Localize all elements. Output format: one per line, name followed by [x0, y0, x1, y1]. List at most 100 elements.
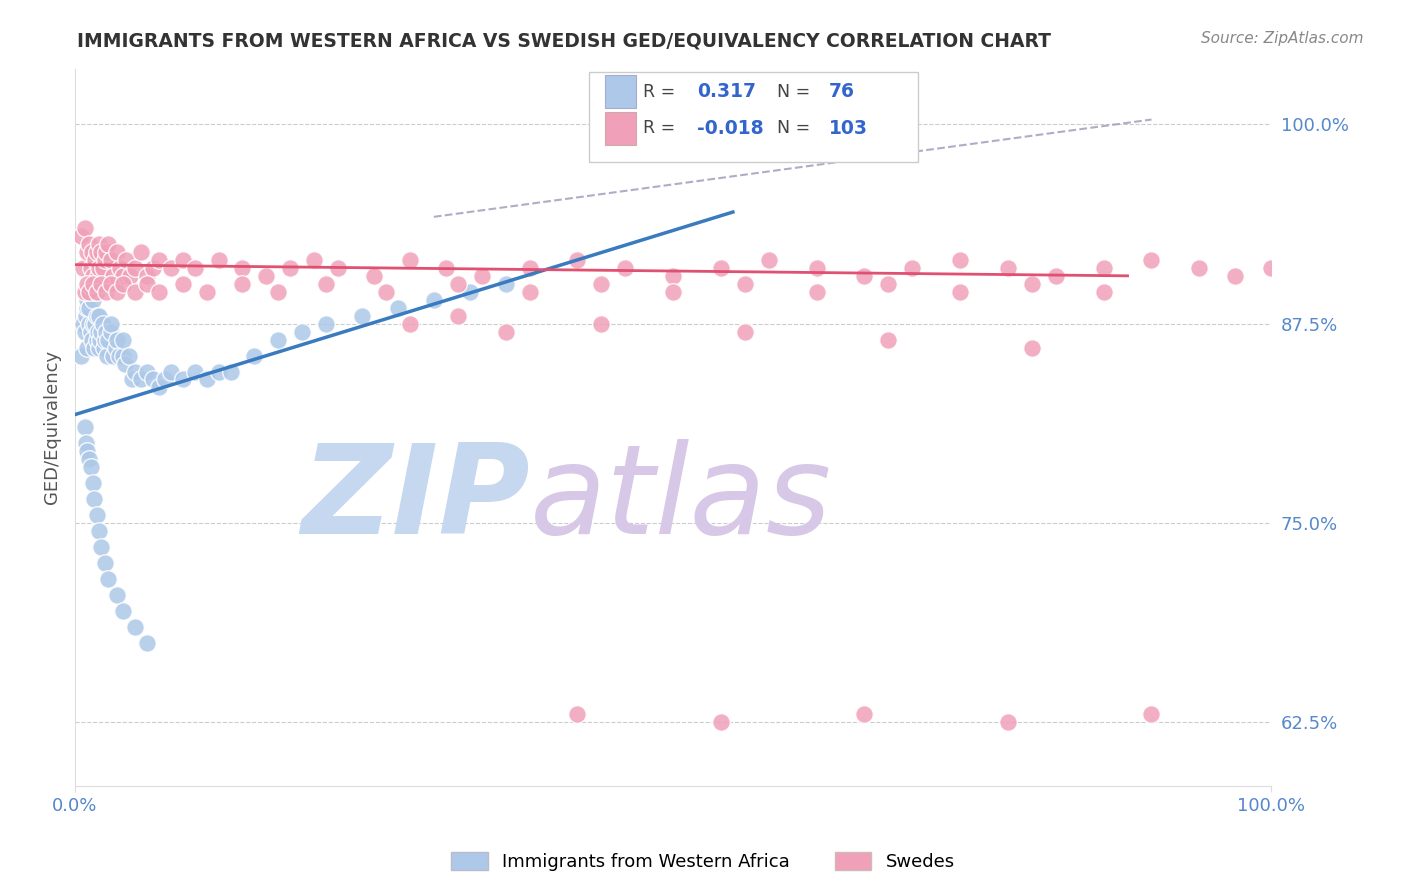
Point	[172, 372, 194, 386]
Point	[86, 285, 108, 299]
Text: 76: 76	[828, 82, 855, 102]
Point	[111, 277, 134, 291]
Point	[75, 436, 97, 450]
Point	[73, 285, 96, 299]
Point	[758, 252, 780, 267]
Point	[363, 268, 385, 283]
Point	[72, 317, 94, 331]
Point	[82, 317, 104, 331]
Point	[100, 325, 122, 339]
Point	[90, 325, 112, 339]
Point	[114, 357, 136, 371]
Point	[458, 285, 481, 299]
Text: IMMIGRANTS FROM WESTERN AFRICA VS SWEDISH GED/EQUIVALENCY CORRELATION CHART: IMMIGRANTS FROM WESTERN AFRICA VS SWEDIS…	[77, 31, 1052, 50]
Point	[80, 244, 103, 259]
Point	[73, 325, 96, 339]
Point	[87, 268, 110, 283]
Point	[79, 317, 101, 331]
Point	[949, 285, 972, 299]
Point	[434, 260, 457, 275]
Point	[997, 260, 1019, 275]
Point	[495, 325, 517, 339]
Point	[103, 349, 125, 363]
Point	[172, 252, 194, 267]
Point	[87, 325, 110, 339]
Point	[148, 380, 170, 394]
Point	[806, 260, 828, 275]
Point	[96, 349, 118, 363]
Point	[79, 325, 101, 339]
Point	[89, 333, 111, 347]
Point	[278, 260, 301, 275]
Point	[997, 715, 1019, 730]
Point	[87, 524, 110, 538]
Point	[135, 277, 157, 291]
Point	[1188, 260, 1211, 275]
Point	[519, 260, 541, 275]
Point	[291, 325, 314, 339]
Point	[86, 333, 108, 347]
Point	[76, 285, 98, 299]
Point	[172, 277, 194, 291]
Point	[100, 317, 122, 331]
Point	[135, 364, 157, 378]
Point	[124, 364, 146, 378]
Legend: Immigrants from Western Africa, Swedes: Immigrants from Western Africa, Swedes	[444, 845, 962, 879]
Point	[118, 268, 141, 283]
Point	[111, 604, 134, 618]
Point	[105, 285, 128, 299]
Point	[471, 268, 494, 283]
Text: ZIP: ZIP	[301, 439, 530, 559]
Point	[710, 715, 733, 730]
Text: N =: N =	[778, 83, 810, 101]
Point	[183, 260, 205, 275]
Point	[159, 364, 181, 378]
Point	[97, 572, 120, 586]
Point	[86, 508, 108, 522]
Point	[87, 260, 110, 275]
Text: N =: N =	[778, 120, 810, 137]
Point	[567, 252, 589, 267]
Point	[83, 341, 105, 355]
Y-axis label: GED/Equivalency: GED/Equivalency	[44, 351, 60, 504]
Point	[90, 277, 112, 291]
Point	[118, 349, 141, 363]
Point	[877, 333, 900, 347]
Point	[614, 260, 637, 275]
Point	[87, 341, 110, 355]
Point	[94, 244, 117, 259]
Point	[82, 277, 104, 291]
Point	[91, 317, 114, 331]
Point	[86, 244, 108, 259]
Point	[121, 372, 143, 386]
Point	[567, 707, 589, 722]
Point	[70, 229, 93, 244]
Point	[591, 317, 613, 331]
Point	[1140, 252, 1163, 267]
Point	[901, 260, 924, 275]
Point	[267, 285, 290, 299]
Point	[79, 460, 101, 475]
Point	[70, 349, 93, 363]
Text: R =: R =	[643, 120, 675, 137]
Text: 103: 103	[828, 119, 868, 137]
Point	[267, 333, 290, 347]
Point	[124, 620, 146, 634]
Point	[1021, 341, 1043, 355]
Point	[84, 252, 107, 267]
Point	[591, 277, 613, 291]
Point	[219, 364, 242, 378]
Point	[111, 268, 134, 283]
Point	[82, 476, 104, 491]
Point	[159, 260, 181, 275]
Point	[231, 260, 253, 275]
Point	[94, 333, 117, 347]
Point	[734, 325, 756, 339]
Point	[94, 556, 117, 570]
Point	[375, 285, 398, 299]
Point	[1260, 260, 1282, 275]
Point	[76, 244, 98, 259]
FancyBboxPatch shape	[605, 76, 636, 109]
Point	[76, 444, 98, 458]
Point	[72, 260, 94, 275]
